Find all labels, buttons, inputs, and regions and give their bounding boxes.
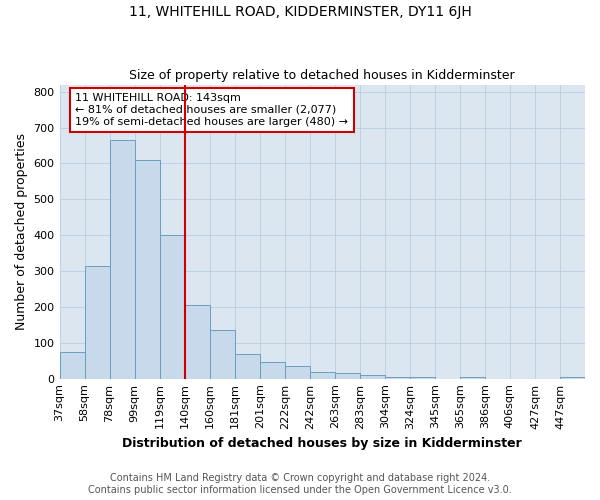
Bar (360, 375, 385, 378)
Bar (59, 352, 85, 378)
Bar (85, 266, 110, 378)
Bar (285, 366, 310, 378)
Bar (160, 235, 185, 378)
Bar (410, 377, 435, 378)
Title: Size of property relative to detached houses in Kidderminster: Size of property relative to detached ho… (130, 69, 515, 82)
Bar (110, 140, 134, 378)
Bar (134, 160, 160, 378)
Bar (335, 374, 360, 378)
Text: 11, WHITEHILL ROAD, KIDDERMINSTER, DY11 6JH: 11, WHITEHILL ROAD, KIDDERMINSTER, DY11 … (128, 5, 472, 19)
Text: Contains HM Land Registry data © Crown copyright and database right 2024.
Contai: Contains HM Land Registry data © Crown c… (88, 474, 512, 495)
Bar (310, 372, 335, 378)
Bar (460, 377, 485, 378)
Y-axis label: Number of detached properties: Number of detached properties (15, 133, 28, 330)
X-axis label: Distribution of detached houses by size in Kidderminster: Distribution of detached houses by size … (122, 437, 522, 450)
Bar (235, 354, 260, 378)
Bar (560, 377, 585, 378)
Bar (185, 305, 209, 378)
Bar (385, 377, 410, 378)
Text: 11 WHITEHILL ROAD: 143sqm
← 81% of detached houses are smaller (2,077)
19% of se: 11 WHITEHILL ROAD: 143sqm ← 81% of detac… (76, 94, 349, 126)
Bar (209, 330, 235, 378)
Bar (260, 362, 285, 378)
